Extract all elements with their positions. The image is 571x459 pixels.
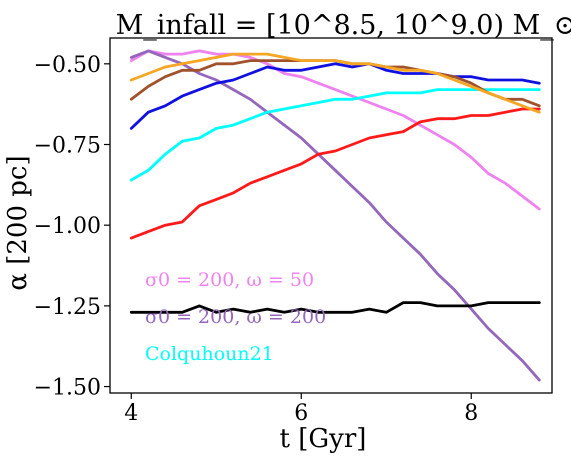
x-tick-label: 8 [464,401,478,426]
y-tick-label: −0.75 [34,134,101,159]
series-line [129,107,541,240]
series-layer [129,49,541,382]
x-tick-label: 4 [124,401,138,426]
series-line [129,49,541,382]
series-line [129,88,541,182]
plot-area [109,37,553,394]
series-line [129,52,541,114]
chart-title: M_infall = [10^8.5, 10^9.0) M_⊙ [116,10,571,41]
y-axis-label: α [200 pc] [3,155,33,290]
y-tick-label: −1.00 [34,214,101,239]
ticks-layer: 4 6 8 −0.50 −0.75 −1.00 −1.25 −1.50 [34,53,479,426]
series-line [129,49,541,211]
y-tick-label: −1.50 [34,376,101,401]
y-tick-label: −1.25 [34,295,101,320]
legend-entry: σ0 = 200, ω = 50 [145,269,314,291]
plot-frame [109,37,553,394]
series-line [129,62,541,130]
series-line [129,301,541,314]
legend: σ0 = 200, ω = 50 σ0 = 200, ω = 200 Colquho… [145,269,326,365]
legend-entry: Colquhoun21 [145,343,274,365]
y-tick-label: −0.50 [34,53,101,78]
x-axis-label: t [Gyr] [280,424,367,454]
x-tick-label: 6 [294,401,308,426]
legend-entry: σ0 = 200, ω = 200 [145,306,326,328]
